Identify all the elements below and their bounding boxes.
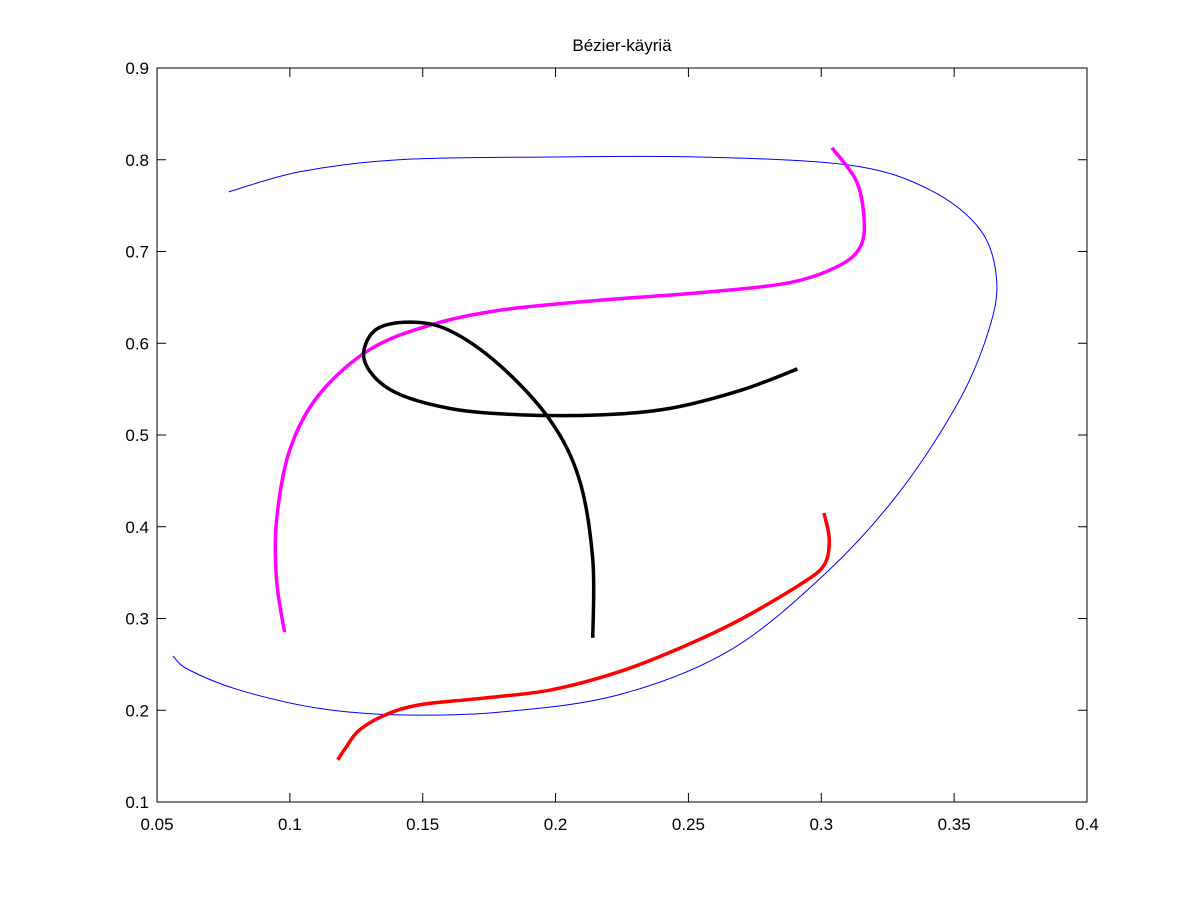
- y-tick-label: 0.9: [125, 59, 149, 78]
- y-tick-label: 0.4: [125, 518, 149, 537]
- x-tick-label: 0.2: [544, 815, 568, 834]
- x-tick-label: 0.3: [809, 815, 833, 834]
- y-tick-label: 0.1: [125, 793, 149, 812]
- chart-title: Bézier-käyriä: [572, 36, 672, 55]
- x-tick-label: 0.1: [278, 815, 302, 834]
- x-tick-label: 0.15: [406, 815, 439, 834]
- y-tick-label: 0.5: [125, 426, 149, 445]
- x-tick-label: 0.4: [1075, 815, 1099, 834]
- x-tick-label: 0.25: [672, 815, 705, 834]
- curve: [361, 320, 798, 638]
- x-tick-label: 0.35: [938, 815, 971, 834]
- y-tick-label: 0.6: [125, 334, 149, 353]
- curve: [273, 146, 867, 633]
- y-tick-label: 0.2: [125, 701, 149, 720]
- y-tick-label: 0.7: [125, 243, 149, 262]
- axes-box: [156, 67, 1088, 803]
- y-tick-label: 0.3: [125, 610, 149, 629]
- curve: [336, 512, 832, 761]
- y-tick-label: 0.8: [125, 151, 149, 170]
- x-tick-label: 0.05: [140, 815, 173, 834]
